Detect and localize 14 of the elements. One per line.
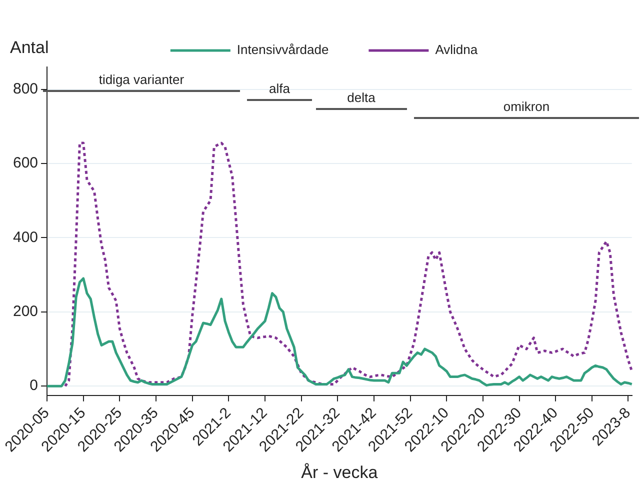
annotation: alfa	[269, 81, 290, 96]
y-tick-label: 0	[30, 377, 38, 394]
annotation: omikron	[503, 99, 550, 114]
y-tick-label: 600	[12, 154, 38, 172]
annotation: tidiga varianter	[98, 72, 184, 87]
legend-label: Intensivvårdade	[236, 42, 329, 58]
annotation: delta	[347, 90, 376, 105]
y-tick-label: 800	[12, 80, 38, 98]
y-tick-label: 200	[12, 303, 38, 320]
y-tick-label: 400	[12, 228, 38, 246]
legend-label: Avlidna	[435, 42, 478, 58]
line-series	[64, 142, 634, 388]
x-axis-title: År - vecka	[301, 463, 378, 482]
y-axis-title: Antal	[10, 38, 49, 57]
